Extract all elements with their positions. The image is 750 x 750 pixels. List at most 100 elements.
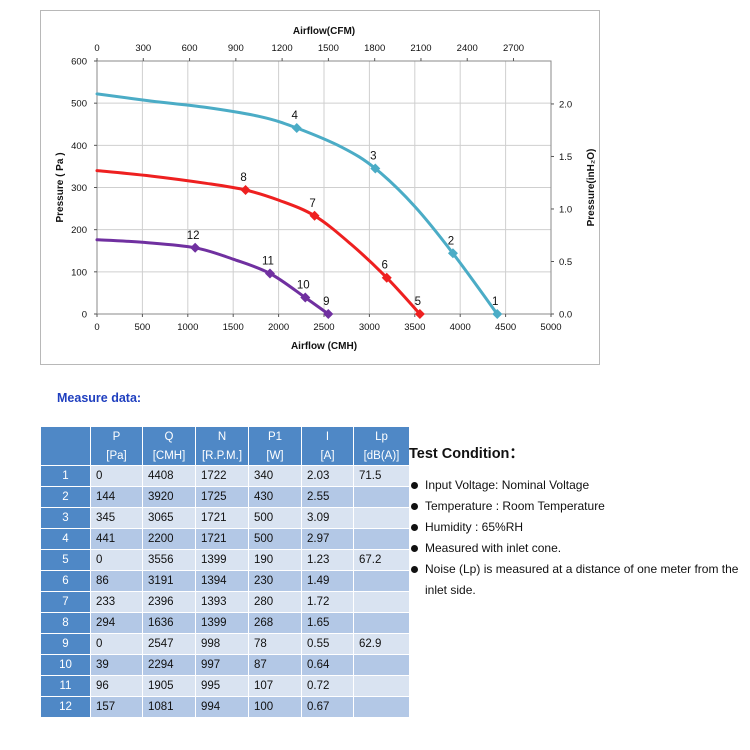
table-row: 9 0 2547 998 78 0.55 62.9 — [40, 633, 410, 655]
test-condition-list: Input Voltage: Nominal Voltage Temperatu… — [409, 475, 739, 601]
data-point-label: 9 — [323, 296, 329, 308]
data-point-label: 8 — [240, 172, 246, 184]
data-point-label: 12 — [187, 230, 200, 242]
row-number: 6 — [40, 570, 91, 592]
x-tick-label: 4500 — [495, 322, 516, 333]
row-number: 4 — [40, 528, 91, 550]
table-cell: 0 — [90, 549, 143, 571]
x2-tick-label: 300 — [135, 43, 151, 54]
data-point-marker — [300, 292, 311, 303]
table-cell: 2.97 — [301, 528, 354, 550]
table-cell: 345 — [90, 507, 143, 529]
table-cell: 96 — [90, 675, 143, 697]
y2-tick-label: 0.0 — [559, 310, 572, 321]
y2-tick-label: 2.0 — [559, 99, 572, 110]
x-tick-label: 4000 — [450, 322, 471, 333]
data-point-marker — [323, 309, 334, 319]
data-point-marker — [309, 210, 320, 221]
x2-tick-label: 900 — [228, 43, 244, 54]
column-unit: [dB(A)] — [353, 446, 410, 466]
y-tick-label: 100 — [71, 267, 87, 278]
table-row: 7 233 2396 1393 280 1.72 — [40, 591, 410, 613]
test-condition-item: Temperature : Room Temperature — [409, 496, 739, 517]
y2-tick-label: 0.5 — [559, 257, 572, 268]
y2-axis-title: Pressure(inH₂O) — [586, 149, 597, 227]
x2-tick-label: 1800 — [364, 43, 385, 54]
data-point-marker — [492, 309, 503, 319]
table-cell: 2294 — [142, 654, 196, 676]
table-cell: 994 — [195, 696, 249, 718]
table-cell: 2200 — [142, 528, 196, 550]
column-header: P1 — [248, 426, 302, 446]
data-point-label: 1 — [492, 296, 498, 308]
x-tick-label: 2000 — [268, 322, 289, 333]
row-number: 3 — [40, 507, 91, 529]
table-cell: 1905 — [142, 675, 196, 697]
column-header: Q — [142, 426, 196, 446]
x2-tick-label: 2700 — [503, 43, 524, 54]
table-cell: 500 — [248, 528, 302, 550]
data-point-marker — [190, 242, 201, 253]
table-cell: 441 — [90, 528, 143, 550]
column-header: Lp — [353, 426, 410, 446]
y-tick-label: 400 — [71, 141, 87, 152]
table-cell — [353, 528, 410, 550]
row-number: 11 — [40, 675, 91, 697]
table-cell — [353, 486, 410, 508]
column-unit: [W] — [248, 446, 302, 466]
x2-tick-label: 2100 — [410, 43, 431, 54]
series-line — [95, 169, 422, 316]
y-tick-label: 300 — [71, 183, 87, 194]
test-condition-panel: Test Condition： Input Voltage: Nominal V… — [409, 442, 739, 601]
table-cell: 340 — [248, 465, 302, 487]
data-point-label: 10 — [297, 280, 310, 292]
table-row: 4 441 2200 1721 500 2.97 — [40, 528, 410, 550]
x-tick-label: 3500 — [404, 322, 425, 333]
column-unit: [Pa] — [90, 446, 143, 466]
table-cell: 1725 — [195, 486, 249, 508]
table-header-units: [Pa] [CMH] [R.P.M.] [W] [A] [dB(A)] — [41, 446, 410, 466]
x-tick-label: 0 — [94, 322, 99, 333]
table-cell: 71.5 — [353, 465, 410, 487]
data-point-marker — [240, 185, 251, 196]
x-tick-label: 3000 — [359, 322, 380, 333]
table-cell: 0.64 — [301, 654, 354, 676]
table-cell: 230 — [248, 570, 302, 592]
column-unit: [R.P.M.] — [195, 446, 249, 466]
table-cell: 995 — [195, 675, 249, 697]
test-condition-item: Humidity : 65%RH — [409, 517, 739, 538]
table-cell: 100 — [248, 696, 302, 718]
table-cell: 233 — [90, 591, 143, 613]
table-cell: 3556 — [142, 549, 196, 571]
table-cell: 3065 — [142, 507, 196, 529]
data-point-label: 6 — [382, 260, 388, 272]
table-cell: 1.49 — [301, 570, 354, 592]
x-axis-title: Airflow (CMH) — [291, 341, 357, 352]
table-cell: 1721 — [195, 528, 249, 550]
data-point-label: 4 — [292, 110, 299, 122]
y-tick-label: 600 — [71, 57, 87, 68]
column-header: I — [301, 426, 354, 446]
table-cell: 3191 — [142, 570, 196, 592]
table-cell: 39 — [90, 654, 143, 676]
table-cell — [353, 675, 410, 697]
data-point-marker — [447, 248, 458, 259]
data-point-label: 3 — [370, 151, 376, 163]
table-cell: 1399 — [195, 549, 249, 571]
table-cell: 2547 — [142, 633, 196, 655]
data-point-marker — [264, 268, 275, 279]
table-cell: 2.03 — [301, 465, 354, 487]
table-cell: 0 — [90, 633, 143, 655]
table-cell: 268 — [248, 612, 302, 634]
data-point-label: 7 — [309, 198, 315, 210]
table-cell: 2396 — [142, 591, 196, 613]
y-tick-label: 500 — [71, 99, 87, 110]
y-tick-label: 0 — [82, 310, 87, 321]
series-line — [95, 92, 499, 316]
table-cell: 1394 — [195, 570, 249, 592]
row-number: 7 — [40, 591, 91, 613]
data-point-label: 2 — [448, 235, 454, 247]
table-cell — [353, 591, 410, 613]
table-cell: 997 — [195, 654, 249, 676]
x2-tick-label: 1200 — [272, 43, 293, 54]
